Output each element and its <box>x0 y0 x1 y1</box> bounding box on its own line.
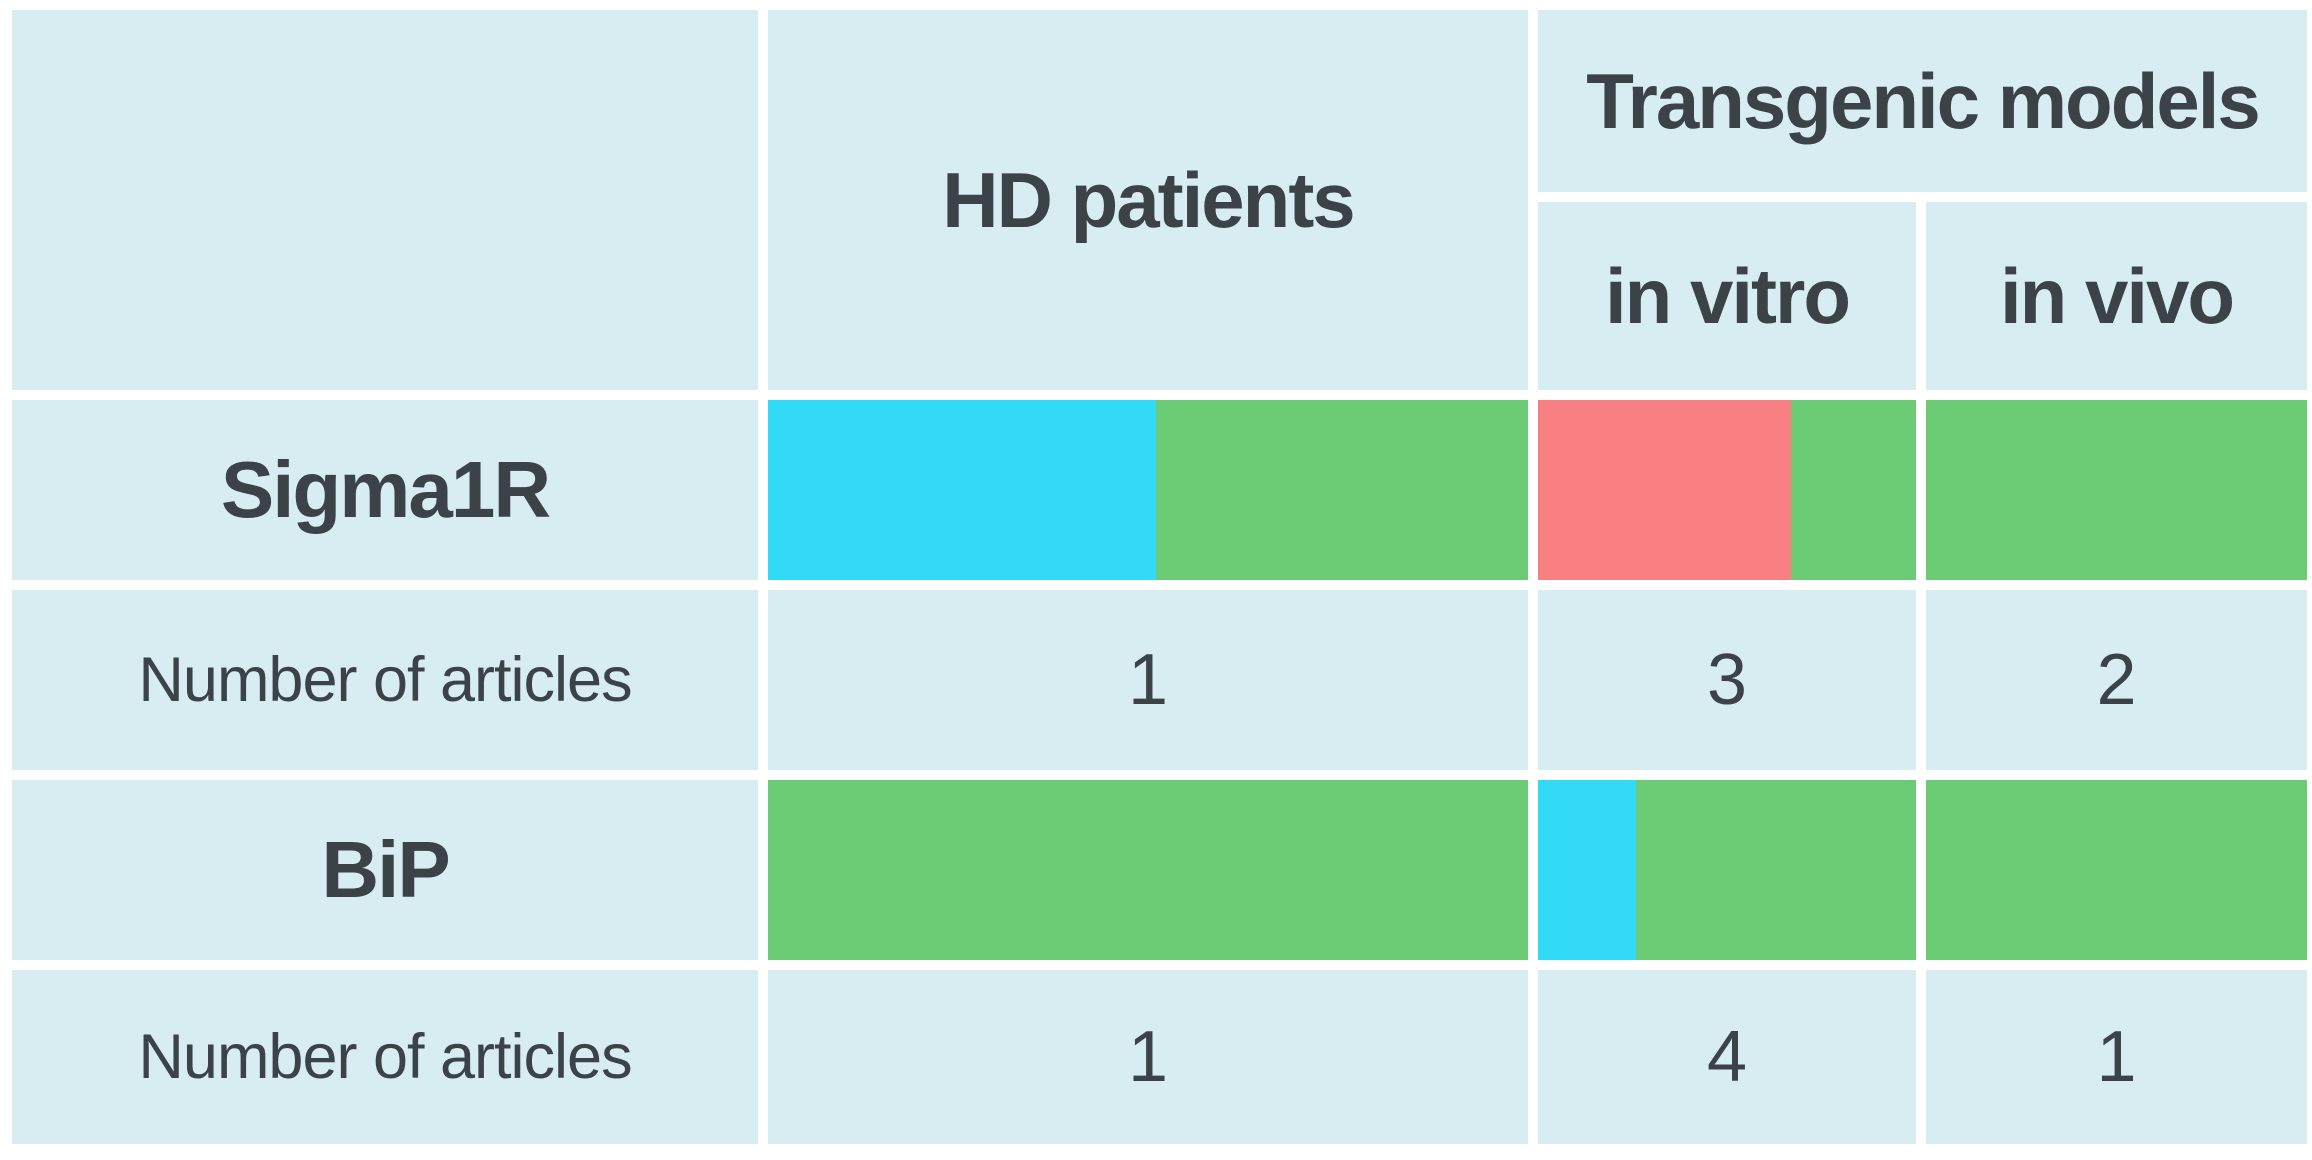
header-corner-cell <box>12 10 758 390</box>
count-bip-hd-patients: 1 <box>768 970 1528 1144</box>
header-in-vitro: in vitro <box>1538 202 1916 390</box>
bar-segment-green <box>768 780 1528 960</box>
bar-bip-in-vitro <box>1538 780 1916 960</box>
bar-segment-cyan <box>768 400 1156 580</box>
bar-segment-green <box>1636 780 1916 960</box>
count-sigma1r-hd-patients: 1 <box>768 590 1528 770</box>
bar-bip-hd-patients <box>768 780 1528 960</box>
row-label-sigma1r: Sigma1R <box>12 400 758 580</box>
row-label-number-of-articles-sigma1r: Number of articles <box>12 590 758 770</box>
row-label-number-of-articles-bip: Number of articles <box>12 970 758 1144</box>
count-sigma1r-in-vivo: 2 <box>1926 590 2307 770</box>
count-sigma1r-in-vitro: 3 <box>1538 590 1916 770</box>
bar-segment-green <box>1926 400 2307 580</box>
bar-sigma1r-hd-patients <box>768 400 1528 580</box>
header-hd-patients: HD patients <box>768 10 1528 390</box>
bar-bip-in-vivo <box>1926 780 2307 960</box>
bar-sigma1r-in-vitro <box>1538 400 1916 580</box>
summary-table: HD patients Transgenic models in vitro i… <box>12 10 2307 1144</box>
header-transgenic-models: Transgenic models <box>1538 10 2307 192</box>
bar-segment-green <box>1791 400 1916 580</box>
bar-segment-green <box>1926 780 2307 960</box>
bar-sigma1r-in-vivo <box>1926 400 2307 580</box>
count-bip-in-vivo: 1 <box>1926 970 2307 1144</box>
bar-segment-red <box>1538 400 1792 580</box>
bar-segment-cyan <box>1538 780 1637 960</box>
row-label-bip: BiP <box>12 780 758 960</box>
header-in-vivo: in vivo <box>1926 202 2307 390</box>
bar-segment-green <box>1155 400 1528 580</box>
count-bip-in-vitro: 4 <box>1538 970 1916 1144</box>
